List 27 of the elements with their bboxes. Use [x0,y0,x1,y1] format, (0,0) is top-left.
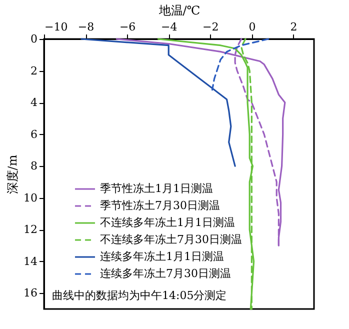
legend-label: 连续多年冻土1月1日测温 [100,250,224,263]
x-tick-label: 2 [290,20,298,34]
line-series [80,38,236,167]
legend-label: 不连续多年冻土7月30日测温 [100,233,242,246]
y-tick-label: 6 [30,128,38,141]
y-tick-label: 0 [30,32,38,46]
legend-label: 季节性冻土7月30日测温 [100,199,220,212]
x-tick-label: 0 [248,20,256,34]
y-tick-label: 4 [30,96,38,110]
y-axis-title: 深度/m [6,154,20,194]
legend-label: 季节性冻土1月1日测温 [100,182,213,195]
annotation: 曲线中的数据均为中午14:05分测定 [52,289,227,302]
line-series [211,38,270,91]
legend-label: 连续多年冻土7月30日测温 [100,267,231,280]
y-tick-label: 2 [30,64,38,78]
y-tick-label: 14 [24,254,38,268]
x-tick-label: −2 [202,20,219,34]
x-tick-label: −6 [119,20,136,34]
y-tick-label: 16 [24,286,38,300]
x-tick-label: −4 [161,20,178,34]
y-tick-label: 12 [24,223,38,236]
x-tick-label: −10 [44,20,68,34]
legend-label: 不连续多年冻土1月1日测温 [100,216,235,229]
x-tick-label: −8 [78,20,94,34]
y-tick-label: 8 [30,160,38,173]
y-tick-label: 10 [24,191,38,204]
x-axis-title: 地温/℃ [158,4,200,18]
